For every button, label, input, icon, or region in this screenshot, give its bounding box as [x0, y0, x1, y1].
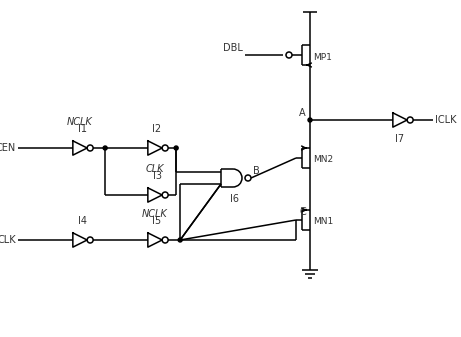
- Circle shape: [178, 238, 182, 242]
- Text: ICLK: ICLK: [435, 115, 457, 125]
- Text: CEN: CEN: [0, 143, 16, 153]
- Text: I5: I5: [153, 216, 161, 226]
- Text: I4: I4: [77, 216, 87, 226]
- Text: NCLK: NCLK: [142, 209, 168, 219]
- Text: A: A: [299, 108, 306, 118]
- Text: I3: I3: [153, 171, 161, 181]
- Circle shape: [308, 118, 312, 122]
- Text: MN2: MN2: [313, 155, 333, 164]
- Text: I2: I2: [153, 124, 161, 134]
- Text: C: C: [299, 207, 306, 217]
- Text: DBL: DBL: [223, 43, 243, 53]
- Text: I7: I7: [396, 134, 405, 144]
- Circle shape: [103, 146, 107, 150]
- Circle shape: [174, 146, 178, 150]
- Text: MN1: MN1: [313, 217, 333, 226]
- Text: I6: I6: [230, 194, 238, 204]
- Text: MP1: MP1: [313, 53, 332, 61]
- Text: B: B: [253, 166, 260, 176]
- Text: I1: I1: [77, 124, 87, 134]
- Text: NCLK: NCLK: [67, 117, 93, 127]
- Text: CLK: CLK: [146, 164, 164, 174]
- Text: CLK: CLK: [0, 235, 16, 245]
